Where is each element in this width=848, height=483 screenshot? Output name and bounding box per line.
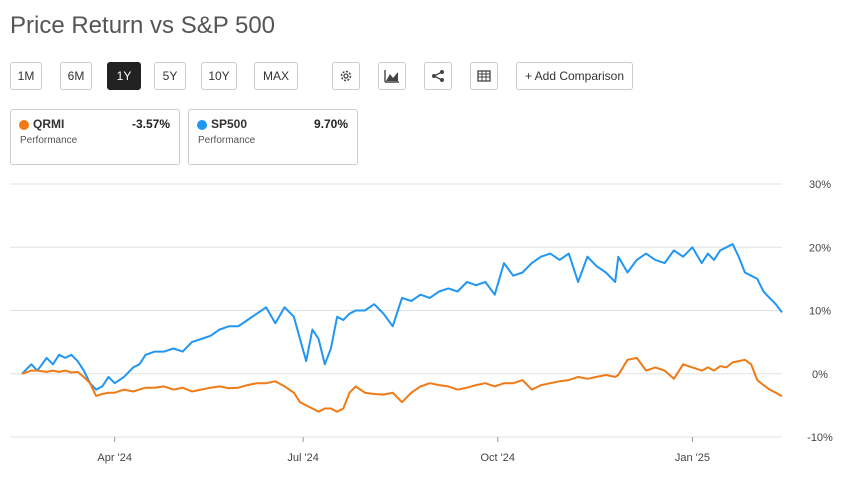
performance-chart: 30% 20% 10% 0% -10% Apr '24 Jul '24 Oct '24 Jan … [10, 179, 833, 464]
share-icon [432, 70, 444, 82]
legend-subtitle: Performance [20, 135, 78, 146]
share-button[interactable] [424, 62, 452, 90]
sp500-color-dot [197, 120, 207, 130]
range-6m-button[interactable]: 6M [60, 62, 92, 90]
x-tick-label: Apr '24 [97, 452, 132, 464]
gear-icon [340, 70, 352, 82]
table-button[interactable] [470, 62, 498, 90]
x-tick-label: Oct '24 [481, 452, 516, 464]
range-1m-button[interactable]: 1M [10, 62, 42, 90]
x-tick-label: Jan '25 [675, 452, 710, 464]
series-line-qrmi [21, 356, 783, 413]
y-tick-label: -10% [807, 432, 833, 444]
range-max-button[interactable]: MAX [254, 62, 298, 90]
legend-name: SP500 [211, 117, 248, 131]
legend-value: 9.70% [313, 117, 348, 131]
table-icon [477, 70, 491, 82]
qrmi-color-dot [19, 120, 29, 130]
settings-button[interactable] [332, 62, 360, 90]
legend-card-sp500[interactable]: SP500 9.70% Performance [188, 109, 358, 165]
y-tick-label: 0% [812, 369, 828, 381]
chart-type-icon [384, 70, 399, 83]
page-title: Price Return vs S&P 500 [10, 12, 276, 39]
legend-name: QRMI [33, 117, 65, 131]
y-tick-label: 30% [809, 179, 831, 191]
range-1y-button[interactable]: 1Y [107, 62, 141, 90]
y-tick-label: 20% [809, 242, 831, 254]
series-line-sp500 [21, 243, 783, 391]
y-tick-label: 10% [809, 306, 831, 318]
legend-subtitle: Performance [198, 135, 256, 146]
legend-card-qrmi[interactable]: QRMI -3.57% Performance [10, 109, 180, 165]
chart-type-button[interactable] [378, 62, 406, 90]
x-tick-label: Jul '24 [287, 452, 318, 464]
legend-value: -3.57% [131, 117, 170, 131]
range-5y-button[interactable]: 5Y [154, 62, 186, 90]
range-10y-button[interactable]: 10Y [201, 62, 237, 90]
add-comparison-button[interactable]: + Add Comparison [516, 62, 633, 90]
